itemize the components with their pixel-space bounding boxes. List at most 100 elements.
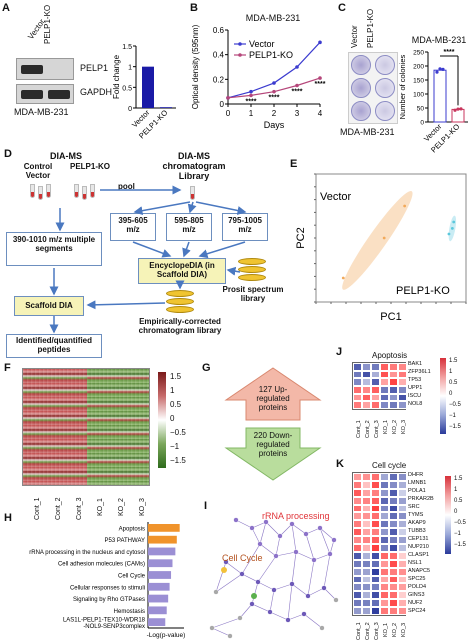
group-control-label: Control Vector [23,162,53,180]
heatmap-cell [380,401,389,409]
heatmap-cell [353,544,362,552]
heatmap-cell [398,583,407,592]
heatmap-cell [389,536,398,544]
heatmap-f-scale-labels: 1.5 1 0.5 0 −0.5 −1 −1.5 [170,372,186,465]
heatmap-cell [389,607,398,615]
network-edge [215,561,227,593]
heatmap-cell [371,567,380,576]
replicate-point [435,70,439,74]
heatmap-cell [389,512,398,521]
heatmap-cell [353,401,362,409]
network-edge [303,613,323,629]
network-node [289,581,295,587]
heatmap-cell [371,591,380,600]
western-blot-pelp1 [16,58,74,80]
category-label: -NOL9-SENP3complex [83,624,145,630]
heatmap-cell [389,559,398,568]
significance-mark: **** [444,49,455,56]
y-tick-label: 0 [220,100,225,109]
heatmap-cell [353,496,362,505]
bar-7 [148,606,167,615]
heatmap-cell [362,496,371,505]
heatmap-cell [380,559,389,568]
heatmap-cell [371,378,380,386]
heatmap-cell [380,512,389,521]
heatmap-cell [398,378,407,386]
library-title: DIA-MS chromatogram Library [162,151,226,181]
heatmap-cell [389,386,398,394]
gene-label: GINS3 [408,592,425,598]
heatmap-cell [371,544,380,552]
data-point [295,65,299,69]
y-tick-label: 150 [413,78,424,85]
network-edge [241,573,259,583]
cell-line-label-a: MDA-MB-231 [14,107,69,117]
network-edge [251,581,259,605]
heatmap-cell [371,551,380,560]
up-regulated-label: 127 Up-regulated proteins [256,385,290,412]
bar-6 [148,594,169,603]
legend-marker [238,53,242,57]
network-edge [211,617,241,629]
lane-label-c-ko: PELP1-KO [366,8,375,48]
network-node [255,579,261,585]
network-node [333,597,339,603]
panel-label-a: A [2,2,10,14]
heatmap-cell [362,536,371,544]
y-tick-label: 50 [417,106,425,113]
heatmap-cell [371,488,380,497]
category-label: Signaling by Rho GTPases [73,597,145,603]
heatmap-cell [398,496,407,505]
y-axis-label: Number of colonies [398,54,407,119]
heatmap-cell [371,607,380,615]
heatmap-k-title: Cell cycle [372,461,407,470]
y-axis-label: Fold change [112,54,121,99]
heatmap-cell [371,401,380,409]
heatmap-cell [353,528,362,537]
heatmap-cell [380,363,389,371]
network-edge [287,583,293,621]
mz-window-1: 395-605 m/z [110,213,156,241]
data-point [226,96,230,100]
heatmap-cell [362,544,371,552]
heatmap-cell [380,544,389,552]
network-node [273,553,279,559]
heatmap-cell [398,480,407,489]
heatmap-cell [362,512,371,521]
gene-label: CEP131 [408,536,429,542]
network-label-rrna: rRNA processing [262,511,330,521]
replicate-point [456,107,460,111]
x-tick-label: 0 [226,109,231,118]
network-edge [307,559,315,597]
gene-label: TUBB3 [408,528,426,534]
lane-label-c-vector: Vector [350,25,359,48]
panel-label-f: F [4,362,11,374]
heatmap-f [22,368,150,486]
heatmap-cell [362,378,371,386]
network-edge [291,551,297,585]
significance-mark: **** [269,95,280,102]
heatmap-cell [371,496,380,505]
network-edge [235,519,253,529]
network-node [257,541,263,547]
heatmap-cell [398,363,407,371]
band-gapdh-ko [48,90,70,99]
heatmap-cell [380,607,389,615]
heatmap-cell [353,393,362,402]
heatmap-cell [398,512,407,521]
significance-mark: **** [315,81,326,88]
heatmap-cell [371,559,380,568]
network-node [271,587,277,593]
heatmap-cell [380,536,389,544]
heatmap-cell [380,488,389,497]
heatmap-cell [353,370,362,379]
empirical-library-label: Empirically-corrected chromatogram libra… [138,317,222,335]
heatmap-cell [362,607,371,615]
bar-3 [148,559,173,568]
identified-box: Identified/quantified peptides [6,334,102,358]
heatmap-cell [389,370,398,379]
heatmap-cell [353,551,362,560]
heatmap-k-scale [445,476,451,554]
y-tick-label: 0 [128,106,132,113]
network-node [293,549,299,555]
